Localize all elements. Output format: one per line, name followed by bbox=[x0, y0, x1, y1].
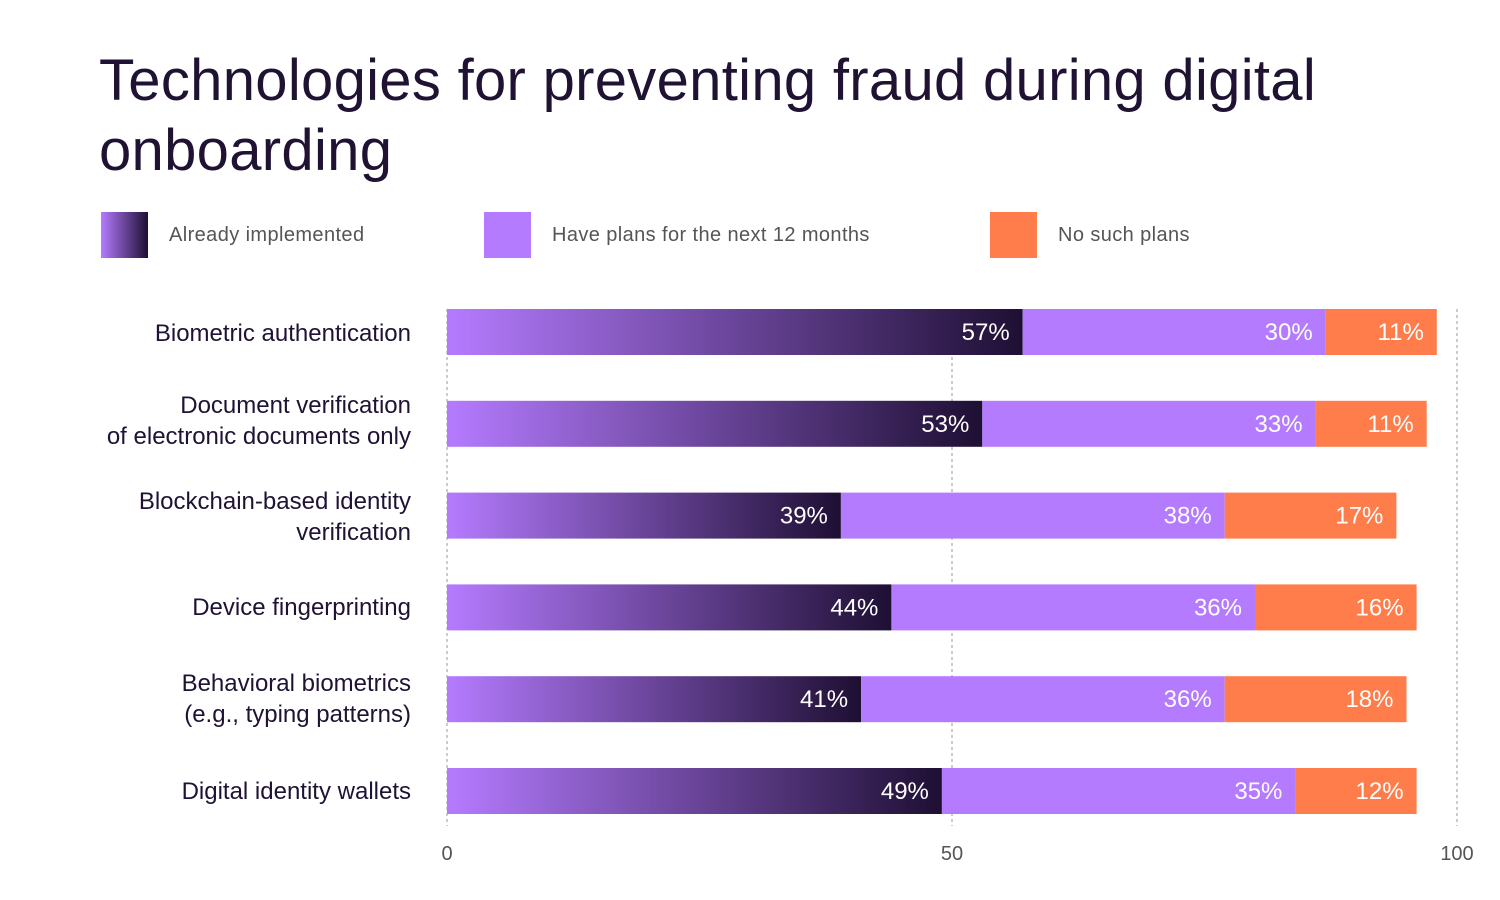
bar-implemented bbox=[447, 400, 983, 447]
data-label: 16% bbox=[1356, 594, 1404, 621]
category-label: Document verification of electronic docu… bbox=[106, 392, 411, 450]
bar-no-plans bbox=[1315, 400, 1427, 447]
legend-item-no-plans: No such plans bbox=[990, 212, 1190, 258]
data-label: 44% bbox=[830, 594, 878, 621]
data-label: 17% bbox=[1335, 503, 1383, 530]
data-label: 35% bbox=[1234, 778, 1282, 805]
bar-plans bbox=[861, 676, 1225, 723]
legend-item-implemented: Already implemented bbox=[101, 212, 364, 258]
legend-label-implemented: Already implemented bbox=[169, 223, 365, 246]
bar-implemented bbox=[447, 584, 892, 631]
data-label: 33% bbox=[1255, 411, 1303, 438]
data-label: 36% bbox=[1164, 686, 1212, 713]
x-tick-label: 0 bbox=[441, 843, 452, 865]
bar-no-plans bbox=[1295, 768, 1417, 814]
bar-plans bbox=[941, 768, 1296, 814]
data-label: 12% bbox=[1356, 778, 1404, 805]
legend-label-no-plans: No such plans bbox=[1058, 223, 1190, 246]
bar-no-plans bbox=[1325, 309, 1437, 355]
legend-swatch-no-plans bbox=[990, 212, 1037, 258]
x-tick-label: 100 bbox=[1440, 843, 1473, 865]
legend-item-plans: Have plans for the next 12 months bbox=[484, 212, 870, 258]
bar-no-plans bbox=[1224, 676, 1407, 723]
category-label: Device fingerprinting bbox=[192, 594, 411, 621]
category-label: Blockchain-based identity verification bbox=[138, 488, 411, 546]
bar-plans bbox=[840, 492, 1225, 539]
data-label: 11% bbox=[1367, 411, 1413, 438]
data-label: 38% bbox=[1164, 503, 1212, 530]
data-label: 49% bbox=[881, 778, 929, 805]
bar-plans bbox=[891, 584, 1255, 631]
bar-implemented bbox=[447, 676, 862, 723]
data-label: 57% bbox=[962, 319, 1010, 346]
legend-swatch-plans bbox=[484, 212, 531, 258]
category-label: Digital identity wallets bbox=[181, 778, 411, 805]
bar-no-plans bbox=[1255, 584, 1417, 631]
data-label: 11% bbox=[1378, 319, 1424, 346]
legend-label-plans: Have plans for the next 12 months bbox=[552, 223, 870, 246]
bar-plans bbox=[1022, 309, 1326, 355]
bar-implemented bbox=[447, 492, 841, 539]
bar-no-plans bbox=[1224, 492, 1397, 539]
category-label: Behavioral biometrics (e.g., typing patt… bbox=[181, 670, 411, 728]
data-label: 39% bbox=[780, 503, 828, 530]
legend-swatch-implemented bbox=[101, 212, 148, 258]
category-label: Biometric authentication bbox=[154, 320, 411, 347]
data-label: 41% bbox=[800, 686, 848, 713]
data-label: 18% bbox=[1345, 686, 1393, 713]
bar-plans bbox=[982, 400, 1316, 447]
x-tick-label: 50 bbox=[941, 843, 963, 865]
data-label: 53% bbox=[921, 411, 969, 438]
bar-implemented bbox=[447, 309, 1023, 355]
data-label: 30% bbox=[1265, 319, 1313, 346]
data-label: 36% bbox=[1194, 594, 1242, 621]
bar-implemented bbox=[447, 768, 942, 814]
chart-title: Technologies for preventing fraud during… bbox=[99, 48, 1317, 183]
